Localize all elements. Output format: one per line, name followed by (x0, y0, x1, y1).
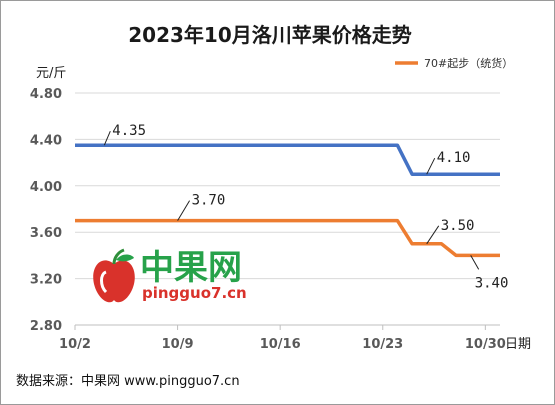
data-label: 3.50 (441, 218, 475, 234)
watermark-text-cn: 中果网 (140, 248, 242, 288)
x-axis-name: 日期 (505, 337, 531, 352)
grid-lines (75, 92, 500, 280)
apple-logo-icon (93, 248, 135, 303)
x-tick-label: 10/9 (162, 337, 194, 352)
data-label-leader (470, 255, 480, 270)
y-tick-label: 3.20 (30, 273, 62, 288)
y-tick-label: 4.80 (30, 87, 62, 102)
chart-title: 2023年10月洛川苹果价格走势 (128, 23, 412, 47)
legend: 70#起步（统货） (395, 56, 513, 70)
watermark-text-en: pingguo7.cn (142, 284, 247, 302)
y-tick-label: 3.60 (30, 226, 62, 241)
source-text: 数据来源：中果网 www.pingguo7.cn (16, 374, 240, 389)
data-label-leader (426, 225, 440, 245)
y-tick-label: 4.00 (30, 180, 62, 195)
x-tick-label: 10/30 (465, 337, 506, 352)
y-axis-ticks: 4.80 4.40 4.00 3.60 3.20 2.80 (30, 87, 62, 334)
data-label-leader (426, 157, 436, 175)
series-line-orange (75, 218, 500, 258)
watermark: 中果网 pingguo7.cn (93, 248, 247, 303)
data-label: 4.35 (112, 123, 146, 139)
series-line-blue (75, 143, 500, 176)
y-tick-label: 2.80 (30, 319, 62, 334)
x-axis-ticks: 10/2 10/9 10/16 10/23 10/30 (59, 325, 506, 352)
data-label: 3.70 (192, 193, 226, 209)
y-tick-label: 4.40 (30, 133, 62, 148)
data-labels: 4.35 4.10 3.70 3.50 3.40 (103, 123, 509, 291)
data-label-leader (103, 131, 111, 146)
x-tick-label: 10/23 (362, 337, 403, 352)
data-label-leader (177, 200, 191, 221)
data-label: 4.10 (437, 150, 471, 166)
y-axis-unit: 元/斤 (36, 66, 66, 81)
legend-label: 70#起步（统货） (424, 56, 513, 70)
x-tick-label: 10/16 (260, 337, 301, 352)
x-tick-label: 10/2 (59, 337, 91, 352)
data-label: 3.40 (475, 275, 509, 291)
